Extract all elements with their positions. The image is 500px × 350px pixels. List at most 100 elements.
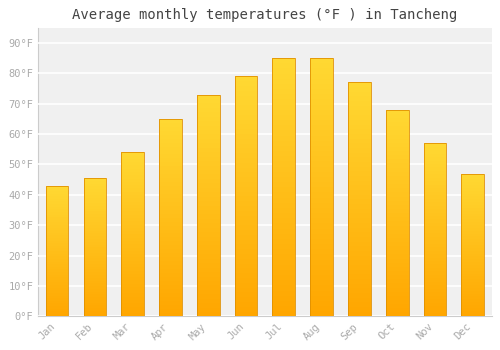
- Bar: [46, 243, 68, 246]
- Bar: [424, 268, 446, 271]
- Bar: [84, 286, 106, 289]
- Bar: [348, 307, 370, 312]
- Bar: [197, 179, 220, 183]
- Bar: [462, 274, 484, 276]
- Bar: [159, 289, 182, 293]
- Bar: [348, 251, 370, 256]
- Bar: [424, 289, 446, 292]
- Bar: [348, 172, 370, 176]
- Bar: [348, 246, 370, 251]
- Bar: [272, 58, 295, 63]
- Bar: [234, 254, 258, 259]
- Bar: [159, 162, 182, 166]
- Bar: [46, 238, 68, 241]
- Bar: [310, 229, 333, 234]
- Bar: [462, 282, 484, 285]
- Bar: [272, 193, 295, 198]
- Bar: [424, 299, 446, 303]
- Bar: [197, 294, 220, 299]
- Bar: [272, 218, 295, 223]
- Bar: [159, 119, 182, 316]
- Bar: [197, 250, 220, 254]
- Bar: [159, 233, 182, 237]
- Bar: [272, 84, 295, 89]
- Bar: [159, 241, 182, 245]
- Bar: [197, 183, 220, 188]
- Bar: [84, 184, 106, 187]
- Bar: [159, 281, 182, 285]
- Bar: [348, 134, 370, 139]
- Bar: [197, 285, 220, 290]
- Bar: [197, 237, 220, 241]
- Bar: [84, 236, 106, 239]
- Bar: [122, 277, 144, 280]
- Bar: [122, 211, 144, 215]
- Bar: [272, 79, 295, 84]
- Bar: [197, 94, 220, 99]
- Bar: [424, 205, 446, 209]
- Bar: [348, 195, 370, 200]
- Bar: [272, 260, 295, 265]
- Bar: [348, 115, 370, 120]
- Bar: [234, 120, 258, 124]
- Bar: [234, 302, 258, 307]
- Bar: [84, 275, 106, 278]
- Bar: [272, 187, 295, 192]
- Bar: [122, 271, 144, 274]
- Bar: [84, 209, 106, 211]
- Bar: [122, 198, 144, 202]
- Bar: [462, 222, 484, 225]
- Bar: [122, 172, 144, 175]
- Bar: [424, 306, 446, 309]
- Bar: [272, 270, 295, 275]
- Bar: [348, 129, 370, 134]
- Bar: [197, 201, 220, 205]
- Bar: [234, 206, 258, 211]
- Bar: [462, 188, 484, 191]
- Bar: [159, 222, 182, 226]
- Bar: [462, 205, 484, 208]
- Bar: [122, 303, 144, 307]
- Bar: [310, 120, 333, 125]
- Bar: [348, 260, 370, 265]
- Bar: [424, 178, 446, 181]
- Bar: [159, 119, 182, 123]
- Bar: [424, 303, 446, 306]
- Bar: [386, 110, 408, 316]
- Bar: [462, 305, 484, 308]
- Bar: [84, 225, 106, 228]
- Bar: [197, 108, 220, 112]
- Bar: [234, 177, 258, 182]
- Bar: [46, 303, 68, 306]
- Bar: [310, 79, 333, 84]
- Bar: [386, 139, 408, 143]
- Bar: [46, 293, 68, 295]
- Bar: [424, 271, 446, 275]
- Bar: [348, 270, 370, 274]
- Bar: [197, 223, 220, 228]
- Bar: [122, 261, 144, 264]
- Bar: [462, 176, 484, 179]
- Bar: [272, 135, 295, 141]
- Bar: [46, 202, 68, 204]
- Bar: [348, 302, 370, 307]
- Bar: [310, 301, 333, 306]
- Bar: [348, 209, 370, 214]
- Bar: [234, 288, 258, 293]
- Bar: [122, 247, 144, 251]
- Bar: [348, 87, 370, 92]
- Bar: [272, 172, 295, 177]
- Bar: [424, 265, 446, 268]
- Bar: [310, 203, 333, 208]
- Bar: [272, 229, 295, 234]
- Bar: [424, 199, 446, 202]
- Bar: [272, 94, 295, 99]
- Bar: [197, 161, 220, 166]
- Bar: [310, 141, 333, 146]
- Bar: [386, 155, 408, 159]
- Bar: [424, 244, 446, 247]
- Bar: [234, 76, 258, 81]
- Bar: [84, 211, 106, 214]
- Bar: [197, 152, 220, 157]
- Bar: [84, 297, 106, 300]
